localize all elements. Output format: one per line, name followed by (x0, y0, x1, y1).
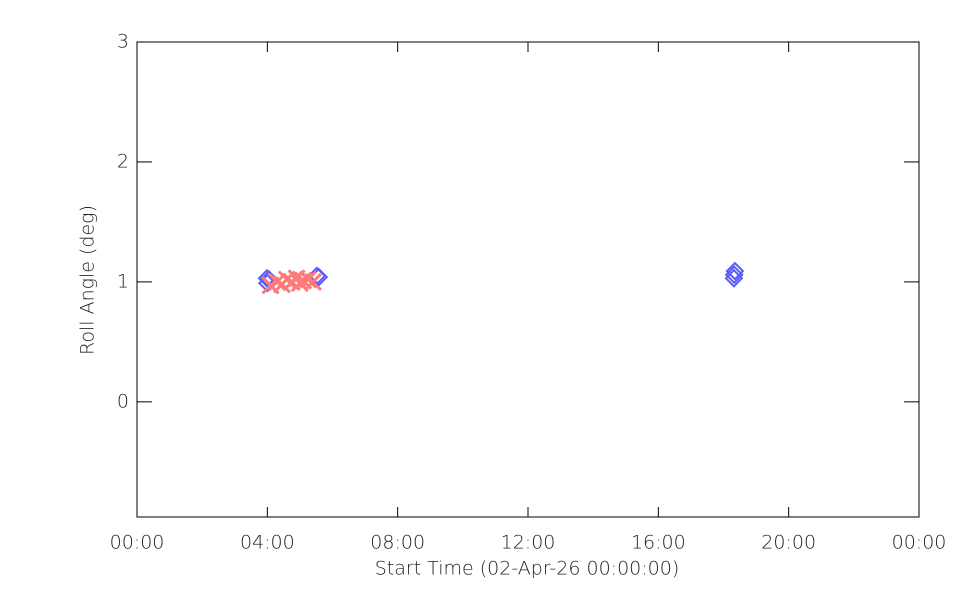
x-tick-label: 08:00 (370, 532, 425, 554)
plot-frame (136, 41, 920, 518)
x-axis-title: Start Time (02-Apr-26 00:00:00) (375, 558, 680, 580)
y-axis-title: Roll Angle (deg) (77, 205, 99, 355)
y-tick-label: 0 (117, 390, 129, 412)
y-tick-label: 3 (117, 31, 129, 53)
y-tick-label: 2 (117, 150, 129, 172)
x-tick-label: 04:00 (240, 532, 295, 554)
cross-point (299, 270, 318, 289)
x-tick-label: 12:00 (501, 532, 556, 554)
x-tick-label: 16:00 (631, 532, 686, 554)
x-tick-label: 20:00 (761, 532, 816, 554)
x-tick-label: 00:00 (892, 532, 947, 554)
cross-point (303, 272, 323, 291)
diamond-point (725, 261, 745, 281)
y-tick-label: 1 (117, 270, 129, 292)
x-tick-label: 00:00 (110, 532, 165, 554)
